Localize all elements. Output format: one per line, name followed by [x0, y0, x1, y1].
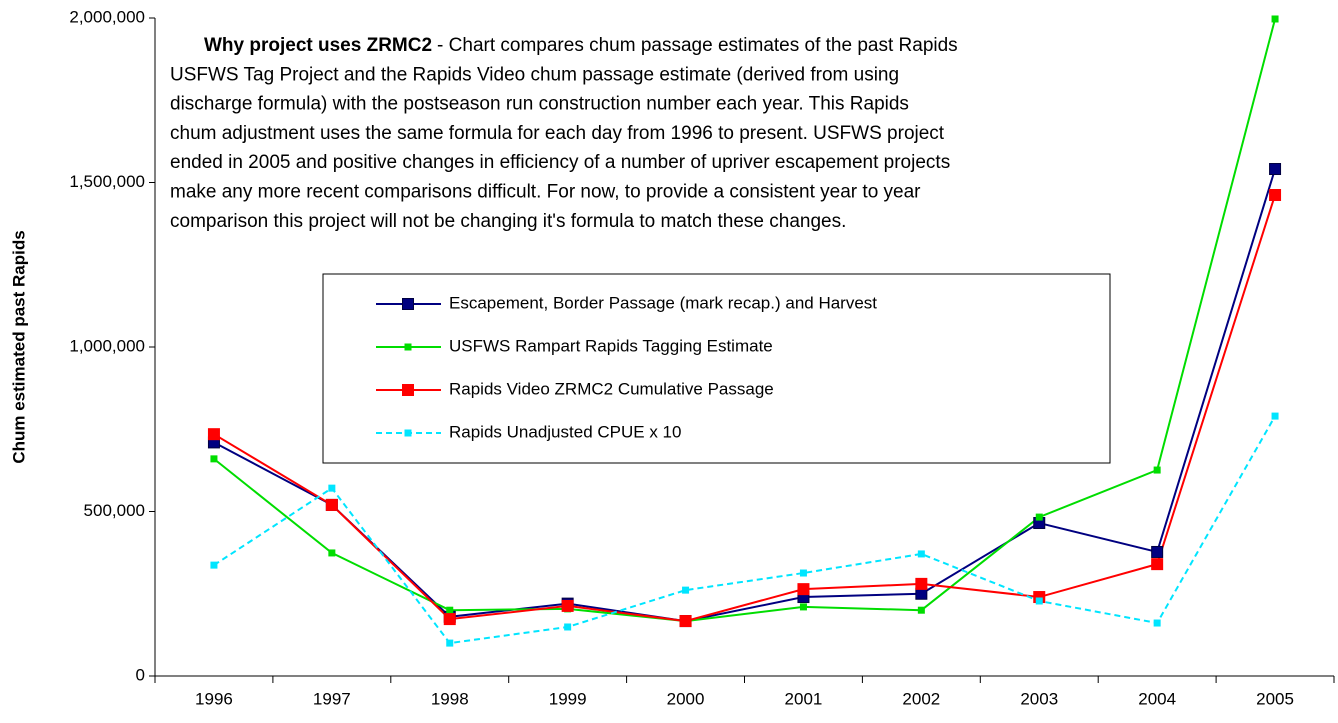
- marker: [1151, 545, 1164, 558]
- annotation-line: USFWS Tag Project and the Rapids Video c…: [170, 64, 899, 85]
- marker: [917, 606, 925, 614]
- marker: [446, 606, 454, 614]
- y-axis-label: Chum estimated past Rapids: [9, 230, 28, 463]
- series-line: [213, 194, 1277, 623]
- marker: [682, 586, 690, 594]
- y-tick-label: 500,000: [84, 501, 145, 520]
- legend-label: Rapids Video ZRMC2 Cumulative Passage: [449, 379, 774, 398]
- annotation-line: comparison this project will not be chan…: [170, 211, 846, 232]
- marker: [328, 549, 336, 557]
- y-tick-label: 0: [136, 665, 145, 684]
- marker: [564, 623, 572, 631]
- marker: [917, 550, 925, 558]
- x-tick-label: 2003: [1020, 689, 1058, 708]
- marker: [1153, 619, 1161, 627]
- legend-label: Rapids Unadjusted CPUE x 10: [449, 422, 681, 441]
- marker: [561, 599, 574, 612]
- x-tick-label: 2000: [667, 689, 705, 708]
- annotation-line: discharge formula) with the postseason r…: [170, 94, 909, 115]
- marker: [325, 498, 338, 511]
- marker: [915, 577, 928, 590]
- x-tick-label: 1998: [431, 689, 469, 708]
- x-tick-label: 1999: [549, 689, 587, 708]
- marker: [404, 343, 412, 351]
- marker: [402, 384, 414, 396]
- x-tick-label: 2005: [1256, 689, 1294, 708]
- marker: [915, 587, 928, 600]
- annotation-title: Why project uses ZRMC2: [204, 35, 432, 56]
- annotation-line: make any more recent comparisons difficu…: [170, 182, 921, 203]
- marker: [210, 455, 218, 463]
- marker: [1035, 597, 1043, 605]
- legend-label: Escapement, Border Passage (mark recap.)…: [449, 293, 877, 312]
- annotation-line: - Chart compares chum passage estimates …: [437, 35, 958, 56]
- marker: [1035, 513, 1043, 521]
- annotation: Why project uses ZRMC2- Chart compares c…: [170, 35, 958, 232]
- series-line: [213, 18, 1277, 623]
- marker: [799, 603, 807, 611]
- marker: [799, 569, 807, 577]
- marker: [679, 615, 692, 628]
- marker: [446, 639, 454, 647]
- marker: [797, 583, 810, 596]
- x-tick-label: 1997: [313, 689, 351, 708]
- annotation-line: ended in 2005 and positive changes in ef…: [170, 152, 950, 173]
- y-tick-label: 1,000,000: [69, 336, 145, 355]
- marker: [1271, 15, 1279, 23]
- legend-box: [322, 273, 1111, 464]
- y-tick-label: 1,500,000: [69, 172, 145, 191]
- x-tick-label: 2001: [785, 689, 823, 708]
- marker: [1269, 189, 1282, 202]
- legend-label: USFWS Rampart Rapids Tagging Estimate: [449, 336, 773, 355]
- x-tick-label: 2002: [902, 689, 940, 708]
- marker: [210, 561, 218, 569]
- marker: [328, 484, 336, 492]
- marker: [207, 428, 220, 441]
- marker: [1151, 558, 1164, 571]
- marker: [1269, 163, 1282, 176]
- marker: [402, 298, 414, 310]
- annotation-line: chum adjustment uses the same formula fo…: [170, 123, 945, 144]
- y-tick-label: 2,000,000: [69, 7, 145, 26]
- marker: [1271, 412, 1279, 420]
- series-line: [213, 415, 1276, 645]
- marker: [404, 429, 412, 437]
- x-tick-label: 1996: [195, 689, 233, 708]
- x-tick-label: 2004: [1138, 689, 1176, 708]
- marker: [1153, 466, 1161, 474]
- marker: [443, 613, 456, 626]
